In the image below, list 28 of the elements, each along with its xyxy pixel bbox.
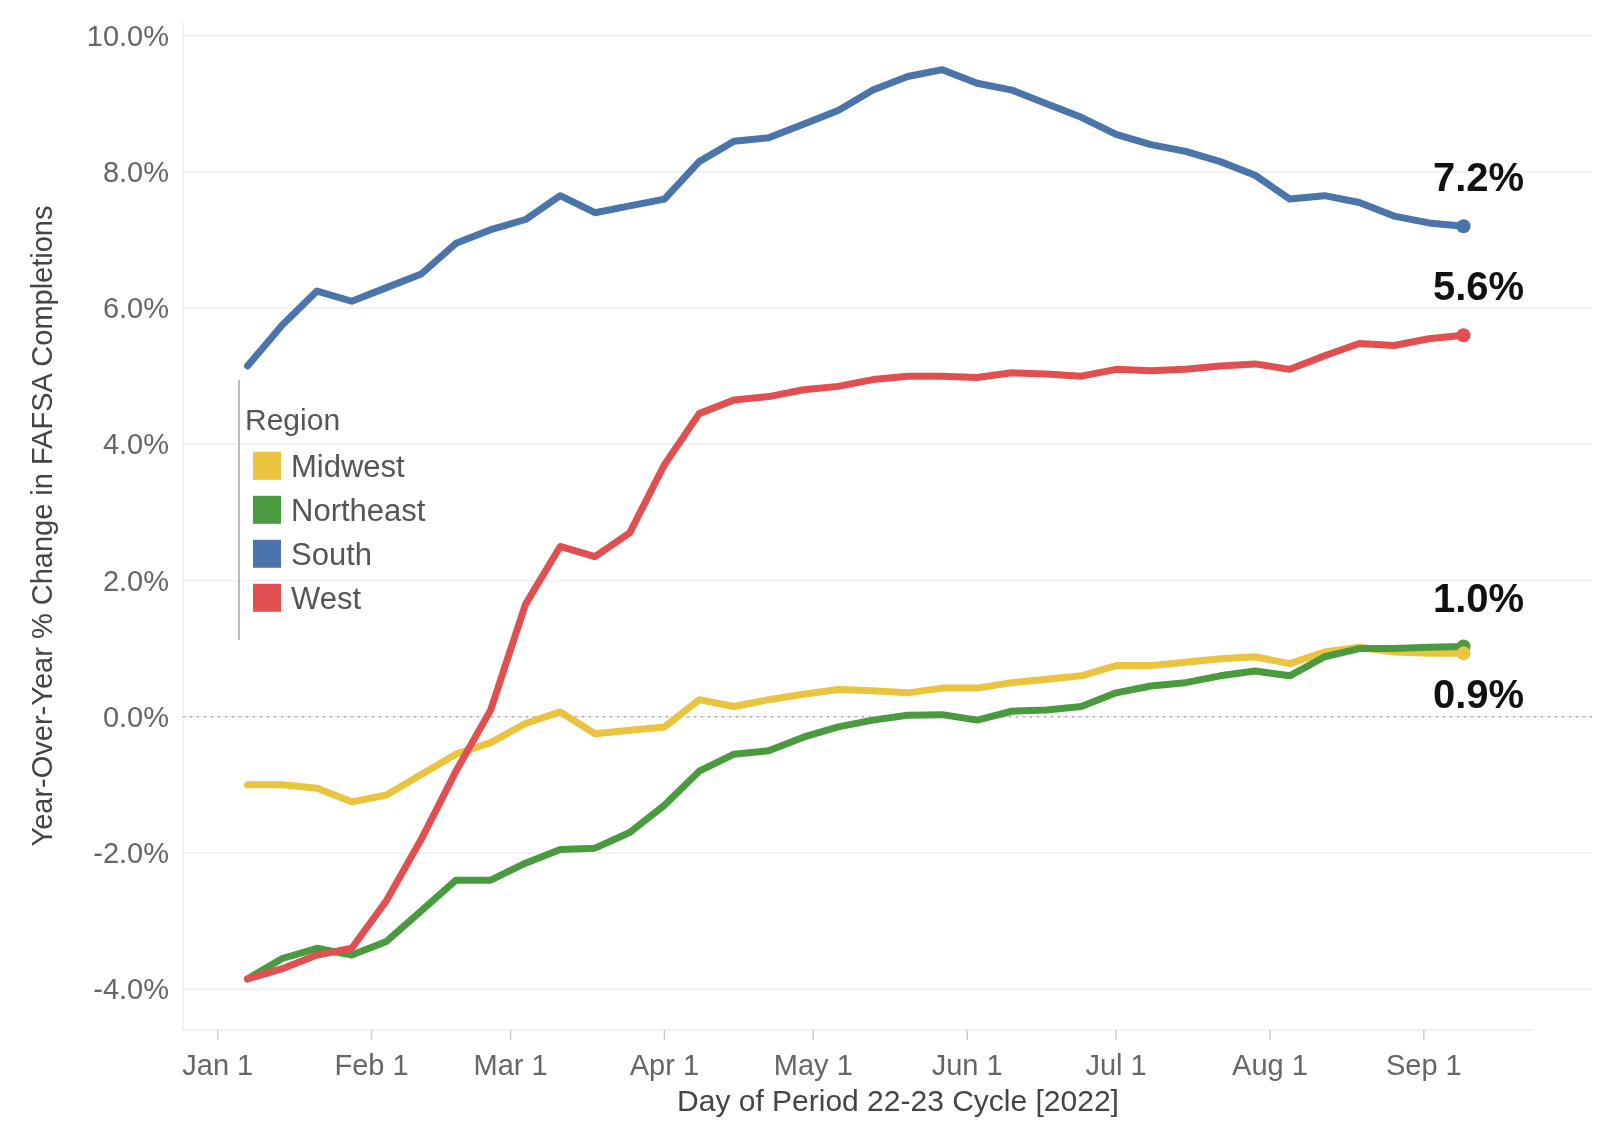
x-tick-label: Apr 1 xyxy=(629,1049,700,1081)
x-tick-label: May 1 xyxy=(773,1049,853,1081)
x-tick-label: Mar 1 xyxy=(473,1049,548,1081)
legend-label: Midwest xyxy=(291,448,406,484)
x-tick-label: Feb 1 xyxy=(334,1049,409,1081)
x-axis-title: Day of Period 22-23 Cycle [2022] xyxy=(677,1084,1119,1117)
legend-title: Region xyxy=(245,402,341,436)
y-tick-label: 10.0% xyxy=(86,19,169,52)
y-tick-label: -4.0% xyxy=(93,973,169,1006)
x-tick-label: Sep 1 xyxy=(1385,1049,1462,1081)
y-tick-label: 8.0% xyxy=(102,155,169,188)
x-tick-label: Jan 1 xyxy=(182,1049,254,1081)
annotation: 7.2% xyxy=(1432,155,1525,200)
x-tick-label: Jun 1 xyxy=(931,1049,1003,1081)
y-tick-label: 2.0% xyxy=(102,564,169,597)
x-tick-label: Aug 1 xyxy=(1232,1049,1308,1081)
y-tick-label: -2.0% xyxy=(93,837,169,870)
annotation: 1.0% xyxy=(1432,575,1525,620)
annotation: 5.6% xyxy=(1432,264,1525,309)
legend-label: Northeast xyxy=(291,492,426,528)
y-tick-label: 6.0% xyxy=(102,292,169,325)
y-tick-label: 0.0% xyxy=(102,700,169,733)
legend-label: West xyxy=(291,580,362,616)
legend-label: South xyxy=(291,536,373,572)
y-tick-label: 4.0% xyxy=(102,428,169,461)
y-axis-title: Year-Over-Year % Change in FAFSA Completions xyxy=(26,205,58,847)
x-tick-label: Jul 1 xyxy=(1085,1049,1147,1081)
annotation: 0.9% xyxy=(1432,672,1525,717)
